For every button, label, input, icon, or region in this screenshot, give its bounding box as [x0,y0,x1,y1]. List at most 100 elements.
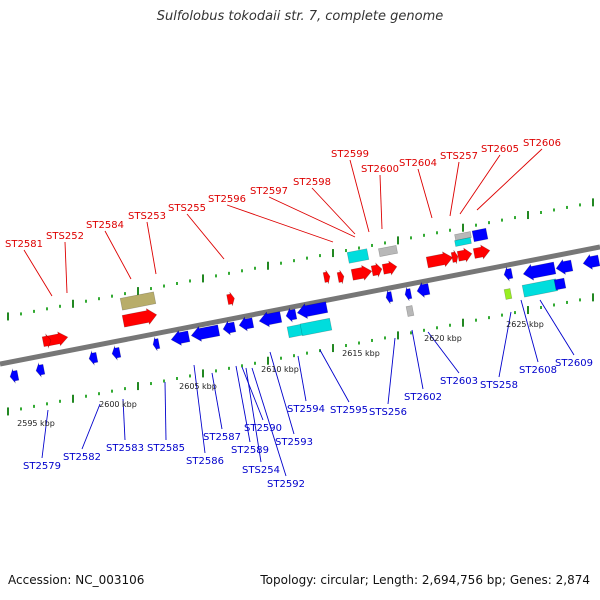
lower-gene-17 [416,281,431,299]
lower-gene-15 [385,290,394,305]
accession-text: Accession: NC_003106 [8,573,145,587]
bottom-label-st2595-leader [319,349,350,403]
lower-gene-2-shape [35,361,46,378]
lower-gene-20-shape [503,265,514,282]
label-leader-lines [23,148,575,477]
upper-gene-12 [378,244,398,258]
bottom-label-sts254: STS254 [242,465,280,476]
upper-gene-4 [121,308,158,328]
lower-gene-12-shape [296,301,329,320]
top-label-st2596: ST2596 [208,194,246,205]
top-label-sts253-leader [146,221,157,275]
lower-gene-22 [555,258,574,275]
upper-gene-14 [450,249,459,264]
bottom-label-st2608-leader [520,299,539,363]
upper-gene-18 [454,237,472,247]
bottom-label-st2589: ST2589 [231,445,269,456]
lower-gene-11 [285,307,298,323]
upper-gene-11 [381,260,398,276]
lower-gene-11-shape [285,307,298,323]
upper-gene-7 [336,269,345,284]
bottom-label-st2583: ST2583 [106,443,144,454]
scale-label-3: 2605 kbp [179,382,217,391]
lower-gene-4 [111,344,122,361]
lower-gene-20 [503,265,514,282]
bottom-label-sts258: STS258 [480,380,518,391]
bottom-label-st2594-leader [297,355,307,402]
lower-gene-5-shape [152,337,161,352]
upper-gene-13 [425,251,454,269]
lower-gene-24 [582,253,600,270]
upper-gene-8 [346,248,370,264]
upper-gene-7-shape [336,269,345,284]
scale-label-2: 2600 kbp [99,400,137,409]
bottom-label-st2590-leader [241,366,264,421]
lower-gene-18 [405,305,415,317]
bottom-label-st2579: ST2579 [23,461,61,472]
upper-gene-3-shape [119,291,157,311]
top-label-st2597-leader [268,196,356,238]
bottom-label-st2583-leader [122,398,126,441]
top-label-st2599-leader [349,159,370,233]
top-label-sts255: STS255 [168,203,206,214]
top-label-st2605: ST2605 [481,144,519,155]
lower-gene-6-shape [170,329,191,346]
upper-gene-14-shape [450,249,459,264]
top-label-st2598-leader [311,187,356,235]
top-label-st2599: ST2599 [331,149,369,160]
bottom-label-st2609-leader [539,299,575,356]
bottom-label-sts256: STS256 [369,407,407,418]
lower-gene-16-shape [404,287,413,302]
lower-gene-9-shape [238,316,255,332]
lower-gene-6 [170,329,191,346]
upper-gene-16 [472,244,491,260]
genome-title: Sulfolobus tokodaii str. 7, complete gen… [156,9,444,24]
bottom-label-st2592: ST2592 [267,479,305,490]
lower-gene-14-shape [299,317,333,337]
bottom-label-st2603-leader [427,331,460,374]
bottom-label-st2602: ST2602 [404,392,442,403]
bottom-label-st2590: ST2590 [244,423,282,434]
lower-gene-22-shape [555,258,574,275]
bottom-label-st2582: ST2582 [63,452,101,463]
top-label-st2581: ST2581 [5,239,43,250]
upper-gene-1 [46,331,69,347]
top-label-st2581-leader [23,249,53,297]
lower-gene-3 [88,349,99,366]
top-label-st2606-leader [476,148,543,211]
bottom-label-sts254-leader [245,367,262,463]
lower-gene-17-shape [416,281,431,299]
top-label-st2606: ST2606 [523,138,561,149]
gene-features [9,227,600,384]
top-label-st2584-leader [104,230,132,280]
bottom-label-st2602-leader [411,329,424,390]
top-label-st2604-leader [417,168,433,219]
upper-gene-10-shape [370,262,383,278]
lower-gene-24-shape [582,253,600,270]
upper-gene-2-shape [41,333,52,350]
upper-gene-19-shape [471,227,489,243]
top-label-sts253: STS253 [128,211,166,222]
lower-gene-1 [9,367,20,384]
upper-gene-9 [350,264,373,281]
lower-gene-3-shape [88,349,99,366]
top-label-sts252-leader [64,241,68,294]
genome-backbone [0,244,600,367]
bottom-label-st2609: ST2609 [555,358,593,369]
lower-gene-1-shape [9,367,20,384]
top-label-st2598: ST2598 [293,177,331,188]
bottom-label-st2595: ST2595 [330,405,368,416]
lower-gene-7 [190,324,221,342]
lower-gene-9 [238,316,255,332]
lower-gene-14 [299,317,333,337]
top-label-st2584: ST2584 [86,220,124,231]
lower-gene-10-shape [258,311,283,328]
bottom-label-st2592-leader [251,367,287,477]
upper-gene-11-shape [381,260,398,276]
bottom-label-st2586: ST2586 [186,456,224,467]
lower-gene-2 [35,361,46,378]
scale-label-1: 2595 kbp [17,419,55,428]
top-label-st2597: ST2597 [250,186,288,197]
